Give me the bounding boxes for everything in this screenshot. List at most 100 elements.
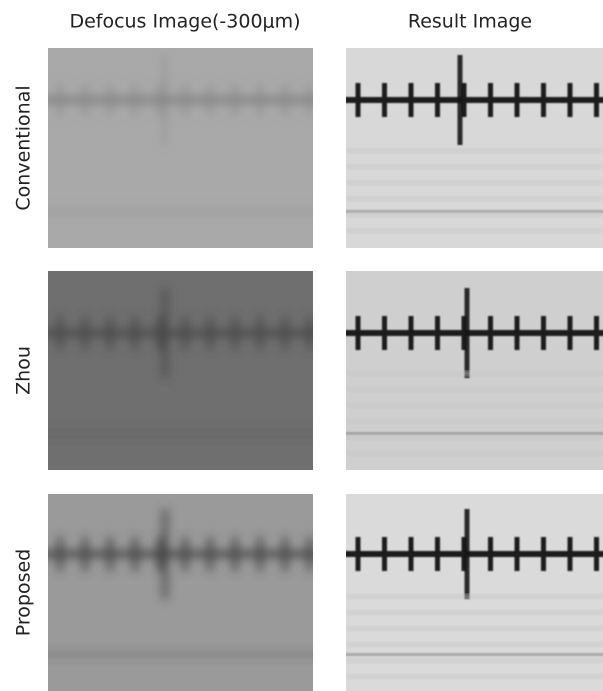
tick [232, 537, 238, 571]
texture [346, 435, 603, 440]
texture [346, 196, 603, 201]
tick [282, 537, 288, 571]
tick [541, 316, 546, 350]
texture [346, 610, 603, 615]
ruler-line [346, 551, 603, 557]
tick [207, 83, 213, 117]
center-tick [464, 509, 470, 599]
tick [157, 316, 163, 350]
tick [435, 83, 440, 117]
tick [461, 83, 467, 117]
tick [132, 537, 138, 571]
image-bg [346, 271, 603, 470]
tick [257, 537, 263, 571]
texture [346, 164, 603, 169]
tick [57, 316, 63, 350]
image-content [48, 55, 313, 213]
tick [355, 537, 361, 571]
center-tick [162, 288, 168, 378]
tick [567, 537, 573, 571]
tick [355, 316, 361, 350]
tick [408, 83, 414, 117]
texture [346, 228, 603, 233]
center-tick [464, 288, 470, 378]
tick [182, 83, 188, 117]
texture [346, 626, 603, 631]
tick [82, 316, 88, 350]
texture [346, 594, 603, 599]
tick [282, 83, 288, 117]
texture [346, 451, 603, 456]
bottom-line [346, 653, 603, 656]
row-label: Zhou [13, 346, 35, 395]
tick [182, 316, 188, 350]
center-tick [162, 509, 168, 599]
texture [346, 180, 603, 185]
image-content [48, 288, 313, 435]
tick [382, 83, 387, 117]
tick [594, 537, 599, 571]
row-label: Conventional [13, 85, 35, 210]
defocus-image [48, 494, 313, 691]
defocus-image [48, 271, 313, 470]
tick [382, 316, 387, 350]
tick [207, 316, 213, 350]
tick [82, 537, 88, 571]
bottom-line [346, 432, 603, 435]
tick [182, 537, 188, 571]
tick [107, 316, 113, 350]
tick [107, 537, 113, 571]
image-content [346, 55, 603, 213]
tick [541, 537, 546, 571]
tick [107, 83, 113, 117]
bottom-line [346, 210, 603, 213]
tick [132, 83, 138, 117]
center-tick [457, 55, 463, 145]
row-label: Proposed [13, 549, 35, 636]
tick [282, 316, 288, 350]
texture [346, 148, 603, 153]
ruler-line [48, 330, 313, 336]
texture [346, 419, 603, 424]
texture [346, 642, 603, 647]
tick [567, 83, 573, 117]
bottom-line [48, 210, 313, 213]
ruler-line [48, 551, 313, 557]
texture [346, 658, 603, 663]
ruler-line [48, 97, 313, 103]
tick [488, 537, 493, 571]
tick [567, 316, 573, 350]
tick [307, 83, 313, 117]
tick [207, 537, 213, 571]
tick [594, 83, 599, 117]
image-bg [48, 494, 313, 691]
tick [307, 316, 313, 350]
tick [461, 537, 467, 571]
column-header: Defocus Image(-300μm) [69, 11, 300, 33]
texture [346, 387, 603, 392]
result-image [346, 48, 603, 248]
tick [57, 83, 63, 117]
result-image [346, 494, 603, 691]
tick [307, 537, 313, 571]
bottom-line [48, 653, 313, 656]
tick [514, 83, 520, 117]
tick [157, 83, 163, 117]
image-content [346, 288, 603, 435]
tick [408, 316, 414, 350]
tick [257, 83, 263, 117]
tick [594, 316, 599, 350]
bottom-line [48, 432, 313, 435]
ruler-line [346, 97, 603, 103]
tick [435, 316, 440, 350]
tick [355, 83, 361, 117]
center-tick [162, 55, 168, 145]
column-header: Result Image [408, 11, 532, 33]
image-content [48, 509, 313, 656]
image-content [346, 509, 603, 656]
tick [232, 316, 238, 350]
image-bg [48, 48, 313, 248]
result-image [346, 271, 603, 470]
tick [82, 83, 88, 117]
